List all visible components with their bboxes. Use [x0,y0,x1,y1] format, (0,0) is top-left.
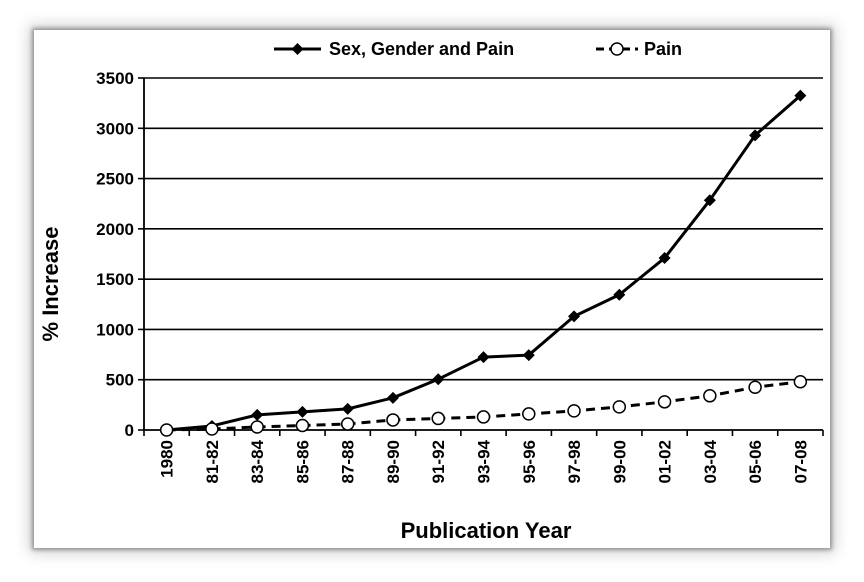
x-tick-label: 01-02 [656,440,675,483]
y-tick-label: 2500 [96,170,134,189]
x-tick-label: 91-92 [429,440,448,483]
y-tick-label: 1500 [96,270,134,289]
data-point-circle [250,420,264,434]
y-tick-label: 2000 [96,220,134,239]
data-point-diamond [658,252,671,265]
data-point-circle [159,423,174,437]
x-tick-label: 1980 [158,440,177,478]
data-point-circle [567,404,581,418]
data-point-diamond [251,408,264,421]
data-point-circle [386,413,400,427]
legend-label-sex-gender-pain: Sex, Gender and Pain [329,39,514,59]
data-point-diamond [341,402,354,415]
series-sex-gender-pain [160,89,807,436]
x-tick-label: 95-96 [520,440,539,483]
x-tick-label: 85-86 [293,440,312,483]
data-point-diamond [613,288,626,301]
legend: Sex, Gender and Pain Pain [274,39,682,59]
legend-marker-diamond-icon [291,43,304,55]
data-point-diamond [386,391,399,404]
y-tick-label: 0 [125,421,134,440]
x-tick-label: 07-08 [791,440,810,483]
data-point-diamond [432,373,445,386]
x-tick-label: 83-84 [248,439,267,483]
legend-marker-circle-icon [610,42,624,56]
data-point-diamond [296,405,309,418]
data-point-circle [431,411,445,426]
y-tick-label: 3000 [96,119,134,138]
data-point-circle [476,410,491,424]
x-tick-label: 05-06 [746,440,765,483]
x-tick-label: 97-98 [565,440,584,483]
line-chart: 0 500 1000 1500 2000 2500 3000 3500 1980 81-82 83… [38,39,824,543]
x-tick-label: 81-82 [203,440,222,483]
data-point-circle [340,417,355,431]
y-tick-label: 1000 [96,320,134,339]
data-point-circle [295,418,310,433]
data-point-circle [657,395,672,409]
x-axis-title: Publication Year [401,518,572,543]
y-axis-title: % Increase [38,227,63,342]
y-tick-label: 500 [106,371,134,390]
data-point-diamond [794,89,807,102]
data-point-circle [522,407,536,421]
x-tick-label: 99-00 [610,440,629,483]
x-tick-label: 03-04 [701,439,720,483]
x-tick-label: 87-88 [339,440,358,483]
data-point-diamond [568,310,581,323]
x-tick-label: 93-94 [475,439,494,483]
data-point-diamond [703,194,716,207]
data-point-circle [793,374,808,389]
data-point-circle [748,380,762,395]
data-point-circle [612,400,627,414]
series-pain [159,374,808,437]
data-point-diamond [522,349,535,362]
y-tick-label: 3500 [96,69,134,88]
legend-label-pain: Pain [644,39,682,59]
chart-frame: 0 500 1000 1500 2000 2500 3000 3500 1980 81-82 83… [34,30,830,548]
data-point-diamond [477,351,490,364]
data-point-circle [205,422,219,436]
data-point-diamond [749,129,762,142]
x-tick-label: 89-90 [384,440,403,483]
data-point-circle [703,389,717,403]
